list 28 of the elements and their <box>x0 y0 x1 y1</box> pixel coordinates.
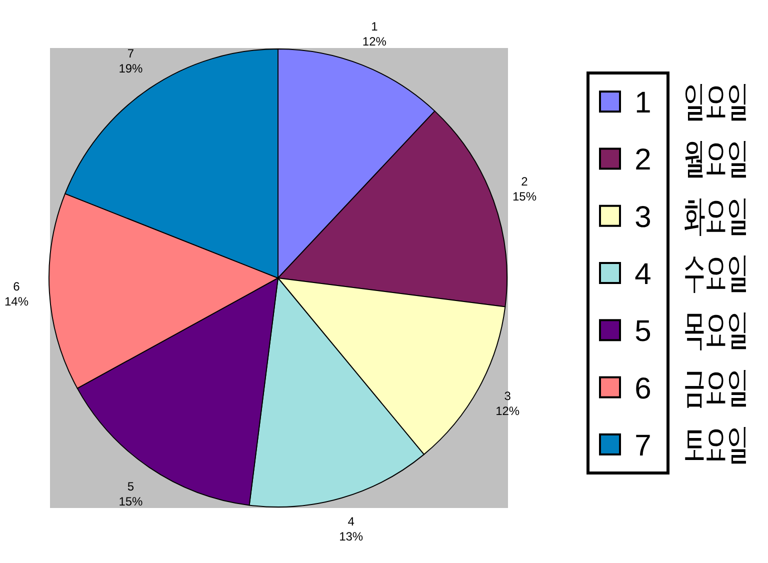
text: 금요일 <box>684 364 748 412</box>
slice-label: 3 <box>504 389 512 404</box>
text: 수요일 <box>684 250 748 298</box>
data-label: 12% <box>362 34 387 48</box>
slice-label: 4 <box>348 514 355 529</box>
data-label: 13% <box>339 530 364 544</box>
legend-label: 7 <box>634 429 652 462</box>
legend-label: 1 <box>634 86 652 120</box>
text: 월요일 <box>684 136 748 183</box>
slice-label: 2 <box>521 174 528 188</box>
data-label: 15% <box>512 189 537 204</box>
text: 토요일 <box>684 422 748 468</box>
data-label: 12% <box>496 404 520 418</box>
data-label: 19% <box>118 61 144 76</box>
data-label: 14% <box>4 294 29 308</box>
legend-label: 4 <box>634 258 652 291</box>
data-label: 15% <box>118 494 144 509</box>
legend-label: 2 <box>634 144 652 177</box>
legend-label: 3 <box>634 200 652 234</box>
legend-label: 5 <box>634 315 652 348</box>
slice-label: 5 <box>127 480 134 494</box>
slice-label: 1 <box>371 19 378 34</box>
slice-label: 7 <box>127 46 134 60</box>
slice-label: 6 <box>13 279 20 294</box>
text: 일요일 <box>684 79 748 126</box>
legend-label: 6 <box>634 372 652 406</box>
text: 목요일 <box>684 308 748 354</box>
text: 화요일 <box>684 193 748 240</box>
